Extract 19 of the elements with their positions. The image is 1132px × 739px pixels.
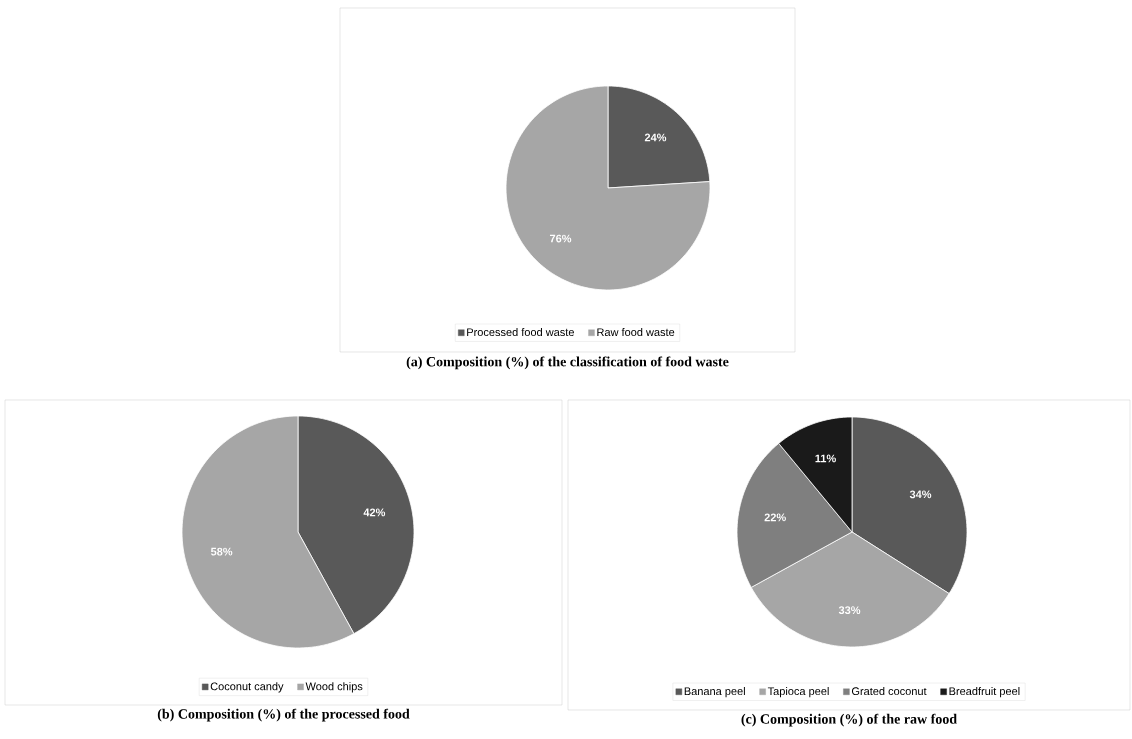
data-label: 24%	[644, 133, 667, 142]
text: (b) Composition (%) of the processed food	[157, 708, 410, 722]
data-label: 33%	[838, 606, 861, 615]
data-label: 76%	[549, 234, 572, 243]
data-label: 11%	[815, 454, 836, 463]
data-label: 42%	[363, 508, 386, 517]
text: (c) Composition (%) of the raw food	[741, 713, 957, 727]
text: (a) Composition (%) of the classification of food waste	[406, 356, 729, 370]
legend-label: Processed food waste	[467, 328, 574, 337]
legend-label: Coconut candy	[210, 682, 284, 693]
legend-label: Grated coconut	[851, 687, 927, 696]
legend-label: Raw food waste	[597, 328, 675, 337]
legend-label: Banana peel	[684, 687, 745, 698]
data-label: 22%	[764, 513, 786, 522]
data-label: 34%	[909, 490, 932, 499]
legend-label: Tapioca peel	[767, 687, 829, 698]
legend-label: Breadfruit peel	[949, 687, 1020, 698]
data-label: 58%	[210, 547, 233, 556]
legend-label: Wood chips	[305, 682, 363, 693]
